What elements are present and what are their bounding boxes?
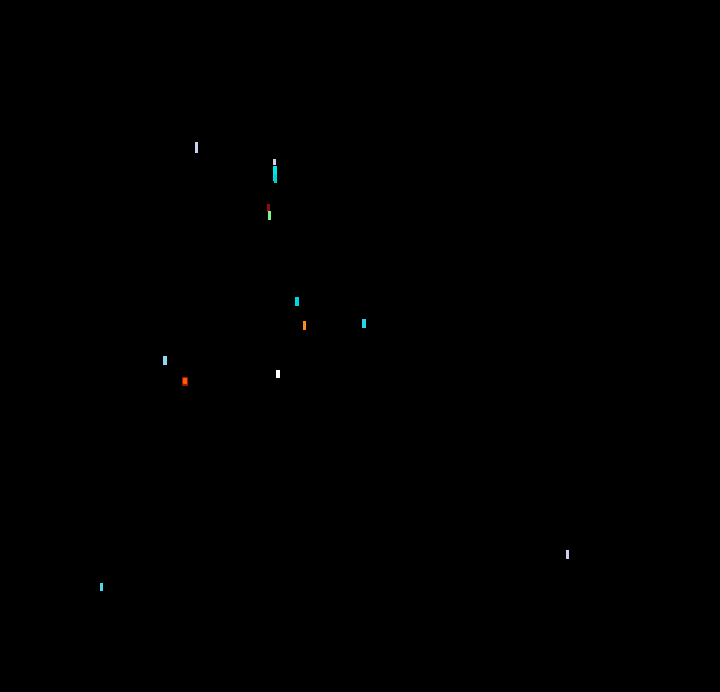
- speck-mark: [274, 174, 277, 183]
- speck-mark: [295, 297, 299, 306]
- speck-mark: [183, 378, 187, 384]
- speck-mark: [195, 142, 198, 153]
- speck-mark: [182, 377, 188, 386]
- speck-mark: [303, 321, 306, 330]
- speck-mark: [273, 159, 276, 165]
- speck-mark: [268, 211, 271, 220]
- speck-mark: [273, 166, 277, 181]
- speck-mark: [276, 370, 280, 378]
- speck-mark: [566, 550, 569, 559]
- speck-mark: [267, 204, 270, 212]
- speck-mark: [100, 583, 103, 591]
- speck-mark: [362, 319, 366, 328]
- speck-mark: [163, 356, 167, 365]
